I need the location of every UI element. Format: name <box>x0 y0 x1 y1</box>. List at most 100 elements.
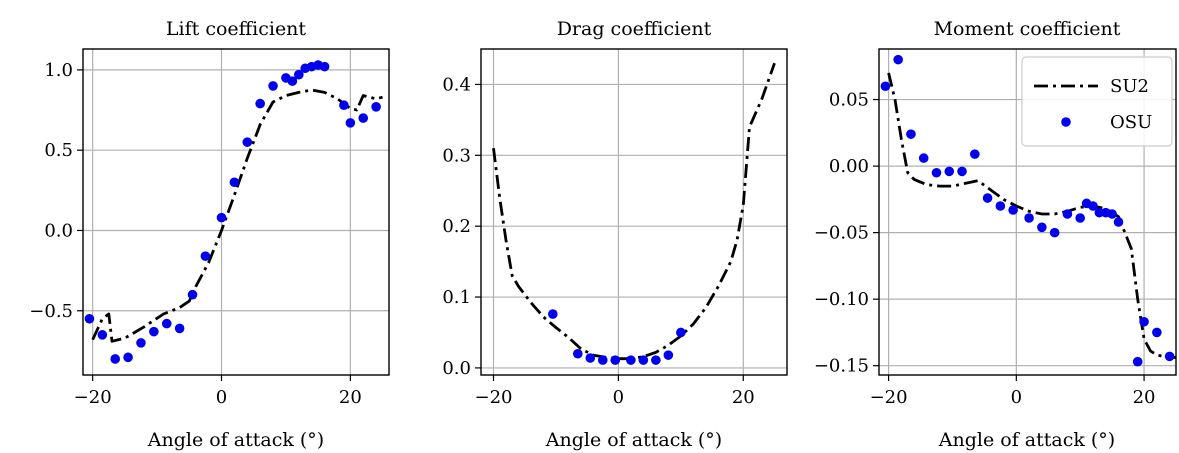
lift-x-axis-label: Angle of attack (°) <box>147 429 324 451</box>
moment-osu-point <box>1008 205 1018 215</box>
moment-y-tick-label: −0.05 <box>814 223 869 244</box>
lift-osu-point <box>268 81 278 91</box>
moment-osu-point <box>995 201 1006 211</box>
moment-osu-point <box>982 193 993 203</box>
moment-y-tick-label: 0.05 <box>829 90 869 111</box>
moment-osu-point <box>1152 327 1162 338</box>
moment-x-tick-label: 0 <box>1011 387 1022 408</box>
lift-osu-point <box>187 289 198 300</box>
lift-y-tick-label: −0.5 <box>29 301 73 322</box>
moment-su2-line <box>887 72 1176 360</box>
drag-osu-point <box>572 348 583 359</box>
legend-osu-label: OSU <box>1110 112 1152 133</box>
drag-su2-line <box>492 62 776 361</box>
moment-osu-point <box>1037 222 1047 233</box>
moment-osu-point <box>1088 201 1098 211</box>
lift-osu-point <box>294 69 304 80</box>
lift-su2-line <box>91 88 383 343</box>
lift-y-tick-label: 0.5 <box>44 140 73 161</box>
moment-series <box>880 54 1176 367</box>
moment-y-tick-label: 0.00 <box>829 156 869 177</box>
drag-series <box>492 62 776 365</box>
legend-su2-label: SU2 <box>1110 76 1149 97</box>
lift-x-tick-label: 0 <box>216 387 227 408</box>
moment-osu-point <box>957 166 967 177</box>
moment-osu-point <box>931 167 942 178</box>
moment-y-tick-label: −0.10 <box>814 289 869 310</box>
moment-x-tick-label: 20 <box>1133 387 1156 408</box>
moment-osu-point <box>893 54 903 65</box>
moment-axes-frame <box>878 48 1177 376</box>
lift-osu-point <box>136 338 146 348</box>
lift-osu-point <box>123 352 133 363</box>
moment-plot-area <box>880 54 1176 367</box>
moment-osu-point <box>1113 217 1124 227</box>
lift-y-tick-label: 0.0 <box>44 220 73 241</box>
lift-osu-point <box>110 354 121 364</box>
lift-y-tick-label: 1.0 <box>44 60 73 81</box>
legend: SU2 OSU <box>1021 56 1173 147</box>
drag-plot-area <box>492 62 776 365</box>
drag-osu-point <box>638 355 649 365</box>
drag-osu-point <box>651 355 661 365</box>
moment-osu-point <box>1024 213 1034 223</box>
lift-osu-point <box>200 251 211 261</box>
lift-osu-point <box>319 61 330 72</box>
drag-osu-point <box>585 353 596 363</box>
moment-osu-point <box>918 153 929 163</box>
lift-osu-point <box>97 330 108 340</box>
drag-osu-point <box>597 355 608 365</box>
drag-x-tick-label: 20 <box>732 387 755 408</box>
drag-y-tick-label: 0.1 <box>442 287 471 308</box>
drag-y-tick-label: 0.4 <box>442 74 471 95</box>
moment-osu-point <box>970 149 980 159</box>
lift-x-tick-label: −20 <box>74 387 112 408</box>
moment-y-tick-label: −0.15 <box>814 356 869 377</box>
moment-x-axis-label: Angle of attack (°) <box>938 429 1115 451</box>
moment-osu-point <box>1075 213 1085 223</box>
drag-osu-point <box>663 350 674 360</box>
moment-osu-point <box>906 129 916 139</box>
drag-osu-point <box>626 355 636 365</box>
drag-panel: Drag coefficient −20 0 20 0.0 0.1 0.2 0.3 0.4 A… <box>442 18 788 451</box>
moment-osu-point <box>880 81 891 92</box>
lift-osu-point <box>149 326 159 337</box>
drag-axes-frame <box>480 48 788 376</box>
lift-osu-point <box>174 323 185 334</box>
legend-osu-swatch <box>1061 117 1071 127</box>
drag-x-tick-label: −20 <box>474 387 512 408</box>
legend-box <box>1021 56 1173 147</box>
moment-osu-point <box>1164 351 1175 362</box>
lift-osu-point <box>339 100 349 111</box>
lift-osu-point <box>242 137 253 147</box>
drag-y-tick-label: 0.0 <box>442 358 471 379</box>
lift-grid <box>83 49 389 375</box>
moment-osu-point <box>1139 316 1149 327</box>
moment-osu-point <box>1049 227 1060 238</box>
drag-osu-point <box>610 355 621 365</box>
moment-osu-point <box>944 166 955 177</box>
lift-osu-point <box>287 76 298 86</box>
drag-osu-point <box>548 309 558 319</box>
moment-ticks: −20 0 20 0.05 0.00 −0.05 −0.10 −0.15 <box>814 90 1156 408</box>
moment-osu-point <box>1132 356 1143 367</box>
moment-panel: Moment coefficient −20 0 20 0.05 0.00 −0.05 −0… <box>814 18 1177 451</box>
moment-title: Moment coefficient <box>934 18 1121 40</box>
moment-osu-point <box>1107 209 1117 219</box>
moment-x-tick-label: −20 <box>870 387 908 408</box>
lift-osu-point <box>216 212 227 223</box>
lift-axes-frame <box>82 48 390 376</box>
drag-title: Drag coefficient <box>557 18 712 40</box>
lift-title: Lift coefficient <box>166 18 306 40</box>
moment-osu-point <box>1062 209 1073 219</box>
lift-panel: Lift coefficient −20 0 20 −0.5 0.0 0.5 1.0 Ang… <box>29 18 390 451</box>
drag-osu-point <box>676 327 686 338</box>
lift-x-tick-label: 20 <box>339 387 362 408</box>
lift-ticks: −20 0 20 −0.5 0.0 0.5 1.0 <box>29 60 362 408</box>
drag-x-tick-label: 0 <box>613 387 624 408</box>
lift-osu-point <box>345 118 356 128</box>
drag-y-tick-label: 0.2 <box>442 216 471 237</box>
lift-osu-point <box>255 98 265 109</box>
drag-x-axis-label: Angle of attack (°) <box>545 429 722 451</box>
